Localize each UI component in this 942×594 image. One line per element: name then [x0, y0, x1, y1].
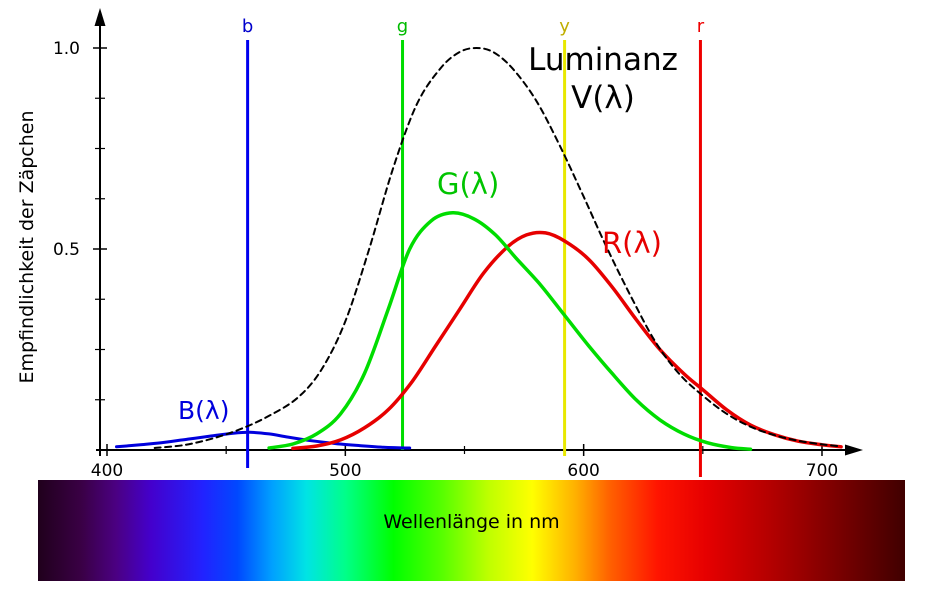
luminanz-label: Luminanz V(λ) [513, 42, 693, 118]
x-axis-title: Wellenlänge in nm [383, 510, 560, 533]
marker-label-b: b [242, 16, 253, 37]
x-tick-label: 400 [91, 461, 123, 480]
red-curve-label: R(λ) [602, 226, 662, 260]
luminanz-label-line2: V(λ) [571, 79, 635, 116]
spectrum-bar: Wellenlänge in nm [38, 480, 905, 581]
green-curve-label: G(λ) [437, 167, 500, 201]
x-tick-label: 700 [806, 461, 838, 480]
curve-G [267, 211, 753, 451]
y-tick-label: 0.5 [53, 240, 80, 260]
marker-label-r: r [697, 16, 705, 37]
plot-svg: 400 500 600 700 0.5 1.0 b g y r [53, 8, 863, 480]
y-axis-arrow [94, 8, 106, 26]
curve-B [115, 430, 412, 450]
curve-V [153, 46, 843, 449]
y-axis-title: Empfindlichkeit der Zäpchen [16, 110, 38, 384]
x-tick-label: 600 [567, 461, 599, 480]
luminanz-label-line1: Luminanz [528, 42, 678, 78]
x-tick-label: 500 [329, 461, 361, 480]
blue-curve-label: B(λ) [178, 396, 230, 425]
marker-label-y: y [559, 16, 570, 37]
marker-label-g: g [397, 16, 408, 37]
x-axis-arrow [845, 444, 863, 456]
y-tick-label: 1.0 [53, 39, 80, 59]
curve-R [291, 230, 843, 451]
